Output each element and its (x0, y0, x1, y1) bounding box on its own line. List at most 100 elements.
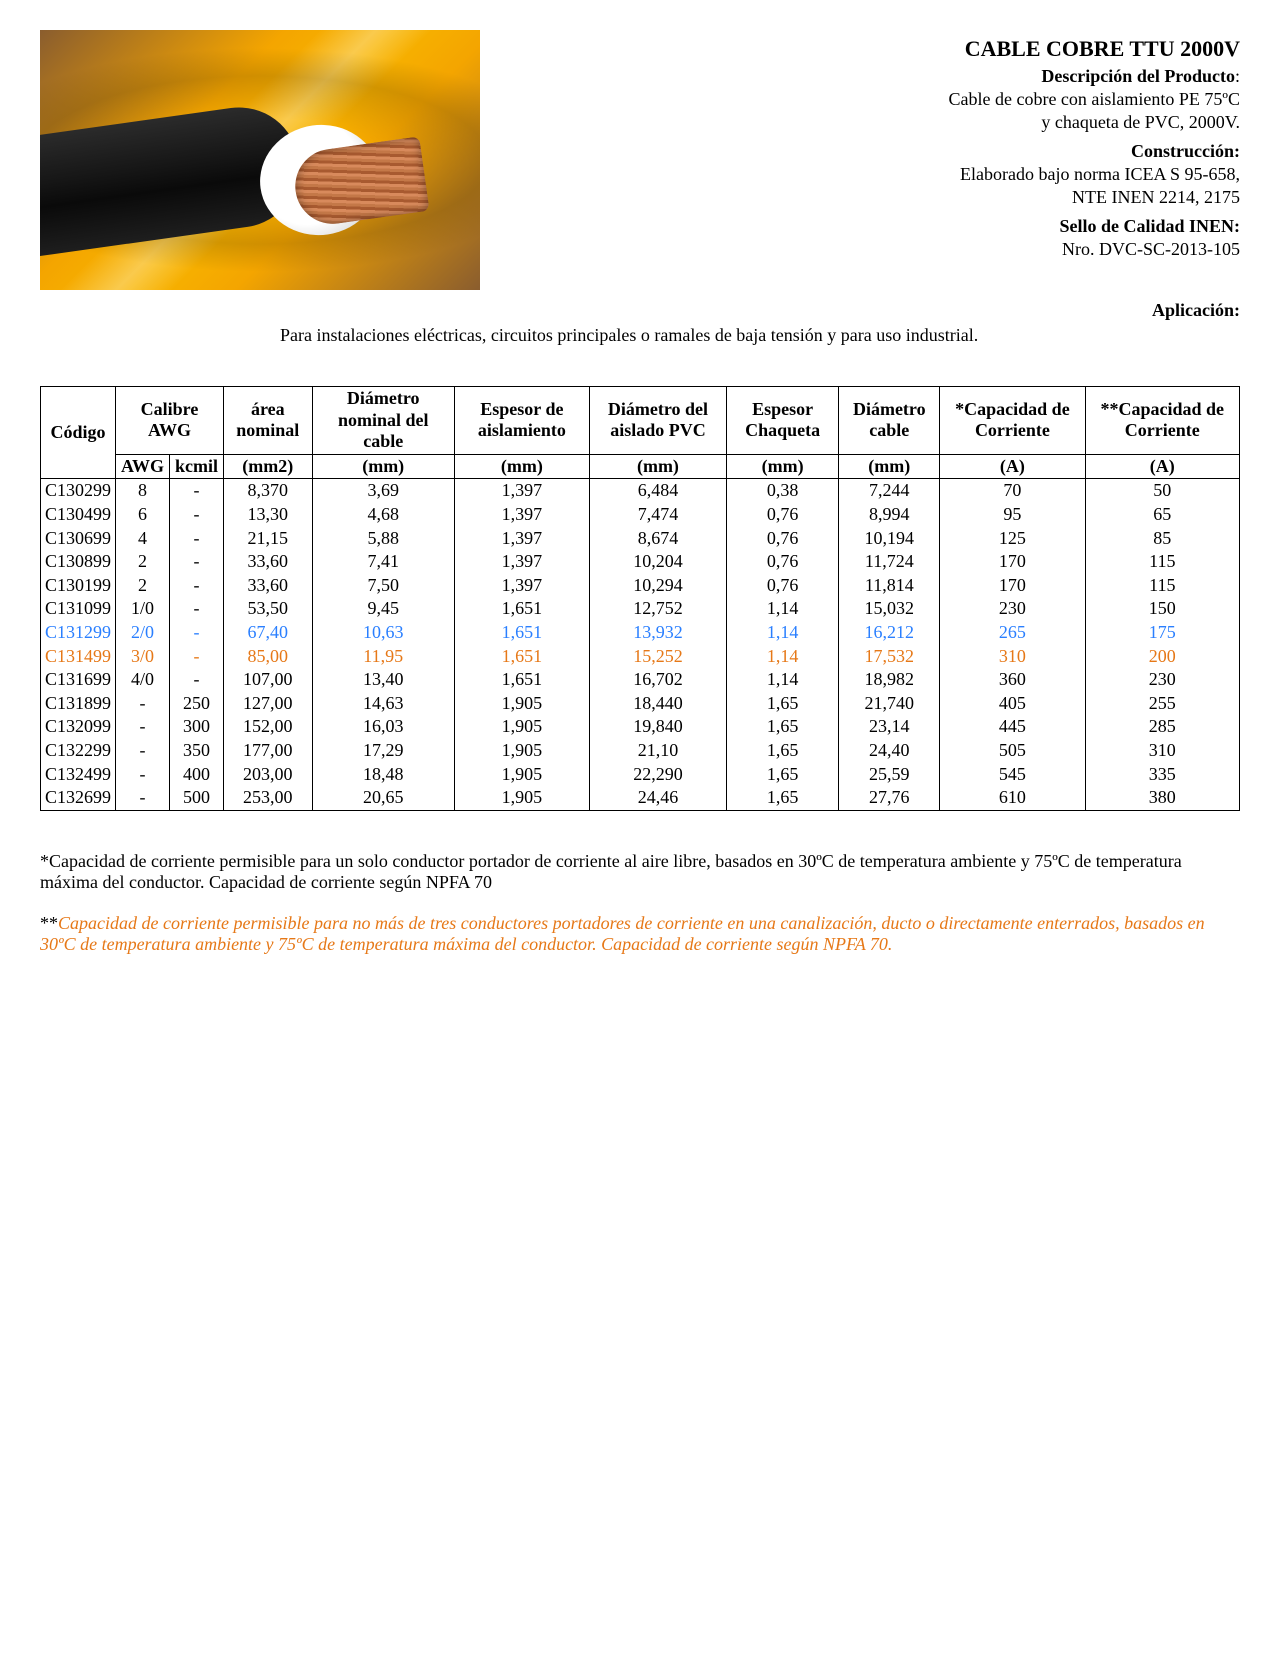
table-row: C132499-400203,0018,481,90522,2901,6525,… (41, 763, 1240, 787)
th-calibre: Calibre AWG (116, 387, 224, 455)
cell-espesor-ais: 1,905 (454, 739, 589, 763)
cell-espesor-ais: 1,905 (454, 786, 589, 810)
table-row: C131899-250127,0014,631,90518,4401,6521,… (41, 692, 1240, 716)
table-row: C1316994/0-107,0013,401,65116,7021,1418,… (41, 668, 1240, 692)
th-kcmil: kcmil (170, 454, 224, 479)
cell-diam-aisl: 7,474 (589, 503, 726, 527)
cable-image (40, 30, 480, 290)
th-mm-2: (mm) (454, 454, 589, 479)
th-a-1: (A) (940, 454, 1085, 479)
cell-diam-aisl: 18,440 (589, 692, 726, 716)
cell-diam-aisl: 22,290 (589, 763, 726, 787)
table-body: C1302998-8,3703,691,3976,4840,387,244705… (41, 479, 1240, 810)
cell-diam-aisl: 8,674 (589, 527, 726, 551)
cell-cap2: 115 (1085, 550, 1239, 574)
cell-kcmil: 350 (170, 739, 224, 763)
cell-diam-nom: 5,88 (312, 527, 454, 551)
cell-cap1: 505 (940, 739, 1085, 763)
cell-area: 21,15 (224, 527, 313, 551)
cell-diam-cable: 11,724 (839, 550, 940, 574)
cell-kcmil: - (170, 668, 224, 692)
cell-kcmil: - (170, 621, 224, 645)
cell-awg: 1/0 (116, 597, 170, 621)
cell-diam-aisl: 12,752 (589, 597, 726, 621)
table-row: C1308992-33,607,411,39710,2040,7611,7241… (41, 550, 1240, 574)
cell-espesor-ais: 1,397 (454, 479, 589, 503)
footnote-2-text: Capacidad de corriente permisible para n… (40, 913, 1205, 954)
cell-kcmil: - (170, 527, 224, 551)
cell-cap1: 70 (940, 479, 1085, 503)
cell-awg: 8 (116, 479, 170, 503)
cell-cap2: 310 (1085, 739, 1239, 763)
footnote-2-stars: ** (40, 913, 58, 933)
constr-line2: NTE INEN 2214, 2175 (500, 187, 1240, 208)
cell-area: 177,00 (224, 739, 313, 763)
cell-cap2: 65 (1085, 503, 1239, 527)
cell-diam-cable: 10,194 (839, 527, 940, 551)
table-row: C1304996-13,304,681,3977,4740,768,994956… (41, 503, 1240, 527)
cell-awg: 6 (116, 503, 170, 527)
app-text: Para instalaciones eléctricas, circuitos… (40, 325, 1240, 346)
cell-espesor-ais: 1,397 (454, 550, 589, 574)
cell-diam-cable: 25,59 (839, 763, 940, 787)
cell-area: 85,00 (224, 645, 313, 669)
cell-espesor-chaq: 1,65 (726, 739, 838, 763)
cell-codigo: C132699 (41, 786, 116, 810)
cell-kcmil: - (170, 645, 224, 669)
th-mm2: (mm2) (224, 454, 313, 479)
th-espesor-ais: Espesor de aislamiento (454, 387, 589, 455)
th-awg: AWG (116, 454, 170, 479)
cell-awg: - (116, 786, 170, 810)
cell-diam-nom: 9,45 (312, 597, 454, 621)
cell-area: 8,370 (224, 479, 313, 503)
cell-kcmil: 400 (170, 763, 224, 787)
cell-cap1: 265 (940, 621, 1085, 645)
cell-diam-aisl: 24,46 (589, 786, 726, 810)
cell-cap1: 310 (940, 645, 1085, 669)
cell-codigo: C131099 (41, 597, 116, 621)
cell-espesor-chaq: 0,76 (726, 527, 838, 551)
cell-espesor-ais: 1,397 (454, 503, 589, 527)
cell-kcmil: 500 (170, 786, 224, 810)
cell-diam-aisl: 6,484 (589, 479, 726, 503)
cell-diam-aisl: 10,294 (589, 574, 726, 598)
cell-espesor-chaq: 1,65 (726, 692, 838, 716)
th-mm-4: (mm) (726, 454, 838, 479)
cell-diam-nom: 17,29 (312, 739, 454, 763)
table-row: C1306994-21,155,881,3978,6740,7610,19412… (41, 527, 1240, 551)
cell-awg: 2 (116, 574, 170, 598)
cell-diam-aisl: 10,204 (589, 550, 726, 574)
cell-diam-aisl: 13,932 (589, 621, 726, 645)
cell-area: 33,60 (224, 574, 313, 598)
th-mm-1: (mm) (312, 454, 454, 479)
cell-area: 107,00 (224, 668, 313, 692)
cell-awg: 2 (116, 550, 170, 574)
cell-espesor-chaq: 1,65 (726, 715, 838, 739)
th-diam-cable: Diámetro cable (839, 387, 940, 455)
cell-area: 67,40 (224, 621, 313, 645)
cell-cap1: 405 (940, 692, 1085, 716)
table-row: C132099-300152,0016,031,90519,8401,6523,… (41, 715, 1240, 739)
desc-line2: y chaqueta de PVC, 2000V. (500, 112, 1240, 133)
cell-diam-nom: 13,40 (312, 668, 454, 692)
cell-codigo: C130899 (41, 550, 116, 574)
header-text: CABLE COBRE TTU 2000V Descripción del Pr… (500, 30, 1240, 260)
cell-diam-cable: 8,994 (839, 503, 940, 527)
cell-area: 13,30 (224, 503, 313, 527)
th-cap2: **Capacidad de Corriente (1085, 387, 1239, 455)
cell-diam-cable: 27,76 (839, 786, 940, 810)
cell-cap1: 230 (940, 597, 1085, 621)
cell-codigo: C130499 (41, 503, 116, 527)
table-row: C1301992-33,607,501,39710,2940,7611,8141… (41, 574, 1240, 598)
cell-codigo: C131699 (41, 668, 116, 692)
cell-codigo: C132099 (41, 715, 116, 739)
cell-awg: - (116, 692, 170, 716)
cell-diam-cable: 23,14 (839, 715, 940, 739)
cell-diam-cable: 18,982 (839, 668, 940, 692)
footnote-2: **Capacidad de corriente permisible para… (40, 913, 1240, 955)
th-a-2: (A) (1085, 454, 1239, 479)
th-diam-nom: Diámetro nominal del cable (312, 387, 454, 455)
cell-diam-nom: 11,95 (312, 645, 454, 669)
cell-diam-nom: 18,48 (312, 763, 454, 787)
cell-awg: - (116, 763, 170, 787)
